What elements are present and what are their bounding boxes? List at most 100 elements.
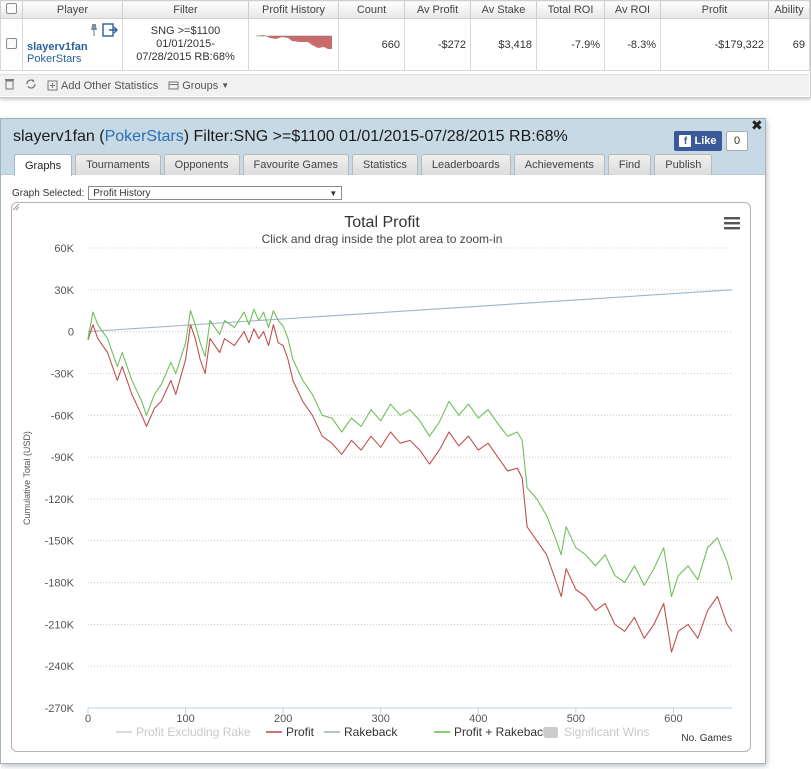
x-tick-label: 100 — [176, 713, 194, 725]
av-profit-value: -$272 — [404, 18, 471, 71]
groups-label: Groups — [182, 79, 219, 92]
y-tick-label: -210K — [45, 619, 75, 631]
select-all-checkbox-cell[interactable] — [0, 0, 23, 19]
y-tick-label: -30K — [51, 368, 75, 380]
dialog-tabs: Graphs Tournaments Opponents Favourite G… — [14, 154, 713, 176]
groups-dropdown[interactable]: Groups ▼ — [168, 80, 229, 92]
select-all-checkbox[interactable] — [6, 2, 17, 14]
col-av-roi[interactable]: Av ROI — [604, 0, 661, 19]
graph-select-row: Graph Selected: Profit History ▼ — [12, 186, 343, 200]
filter-line-2: 01/01/2015- — [156, 38, 215, 50]
pin-icon[interactable] — [89, 23, 99, 37]
x-axis-label: No. Games — [681, 733, 732, 744]
col-ability[interactable]: Ability — [768, 0, 810, 19]
series-line-profit — [87, 324, 733, 653]
tab-favourite-games[interactable]: Favourite Games — [242, 154, 349, 175]
menu-icon[interactable] — [724, 217, 740, 220]
facebook-like-button[interactable]: f Like — [674, 131, 722, 151]
graph-selected-value: Profit History — [93, 187, 151, 199]
col-av-profit[interactable]: Av Profit — [404, 0, 471, 19]
like-label: Like — [694, 135, 717, 147]
col-total-roi[interactable]: Total ROI — [536, 0, 605, 19]
table-row[interactable]: slayerv1fan PokerStars SNG >=$1100 01/01… — [0, 18, 810, 71]
filter-line-3: 07/28/2015 RB:68% — [136, 51, 235, 63]
tab-achievements[interactable]: Achievements — [513, 154, 605, 175]
dialog-title-site-link[interactable]: PokerStars — [104, 128, 184, 145]
groups-icon — [168, 81, 179, 90]
add-statistics-icon — [47, 80, 58, 91]
y-tick-label: 30K — [54, 285, 74, 297]
col-player[interactable]: Player — [22, 0, 123, 19]
y-tick-label: 60K — [54, 243, 74, 255]
chart-container[interactable]: Total Profit Click and drag inside the pl… — [11, 202, 751, 752]
legend-item[interactable]: Significant Wins — [564, 725, 649, 739]
legend-item[interactable]: Profit Excluding Rake — [136, 725, 251, 739]
x-tick-label: 500 — [567, 713, 585, 725]
filter-cell: SNG >=$1100 01/01/2015- 07/28/2015 RB:68… — [122, 18, 249, 71]
legend-item[interactable]: Rakeback — [344, 725, 398, 739]
tab-find[interactable]: Find — [607, 154, 652, 175]
x-tick-label: 300 — [372, 713, 390, 725]
player-cell: slayerv1fan PokerStars — [22, 18, 123, 71]
dropdown-arrow-icon: ▼ — [329, 188, 338, 198]
add-other-statistics-label: Add Other Statistics — [61, 79, 159, 92]
tab-statistics[interactable]: Statistics — [351, 154, 418, 175]
resize-grip-icon[interactable] — [12, 203, 20, 211]
tab-publish[interactable]: Publish — [654, 154, 713, 175]
table-header-row: Player Filter Profit History Count Av Pr… — [0, 0, 810, 19]
refresh-icon[interactable] — [25, 78, 37, 93]
row-checkbox[interactable] — [6, 37, 17, 49]
filter-line-1: SNG >=$1100 — [150, 25, 221, 37]
series-line-profit-rakeback — [87, 308, 733, 598]
profit-history-sparkline[interactable] — [255, 33, 332, 53]
player-site-link[interactable]: PokerStars — [27, 52, 82, 65]
ability-value: 69 — [768, 18, 810, 71]
tab-leaderboards[interactable]: Leaderboards — [420, 154, 511, 175]
legend-item[interactable]: Profit + Rakeback — [454, 725, 550, 739]
facebook-icon: f — [679, 135, 692, 147]
x-tick-label: 600 — [664, 713, 682, 725]
dialog-title: slayerv1fan (PokerStars) Filter:SNG >=$1… — [13, 128, 568, 145]
y-tick-label: -60K — [51, 410, 75, 422]
y-tick-label: -90K — [51, 452, 75, 464]
av-roi-value: -8.3% — [604, 18, 661, 71]
x-tick-label: 400 — [469, 713, 487, 725]
add-other-statistics-button[interactable]: Add Other Statistics — [47, 80, 158, 92]
chart-title: Total Profit — [344, 214, 420, 231]
player-actions — [89, 23, 118, 37]
player-name-link[interactable]: slayerv1fan — [27, 40, 88, 53]
export-icon[interactable] — [102, 23, 118, 37]
profit-history-sparkline-cell[interactable] — [248, 18, 339, 71]
col-profit[interactable]: Profit — [660, 0, 769, 19]
menu-icon-bar[interactable] — [724, 222, 740, 225]
y-tick-label: -180K — [45, 578, 75, 590]
delete-icon[interactable] — [4, 78, 15, 93]
chevron-down-icon: ▼ — [221, 81, 230, 90]
dialog-title-player: slayerv1fan — [13, 128, 95, 145]
legend-swatch-significant-wins — [544, 727, 558, 738]
chart-subtitle: Click and drag inside the plot area to z… — [262, 232, 503, 246]
dialog-header: slayerv1fan (PokerStars) Filter:SNG >=$1… — [1, 117, 765, 176]
tab-tournaments[interactable]: Tournaments — [75, 154, 161, 175]
like-count: 0 — [726, 131, 748, 151]
col-profit-history[interactable]: Profit History — [248, 0, 339, 19]
total-roi-value: -7.9% — [536, 18, 605, 71]
tab-graphs[interactable]: Graphs — [14, 154, 73, 176]
graph-selected-dropdown[interactable]: Profit History ▼ — [88, 186, 343, 200]
col-filter[interactable]: Filter — [122, 0, 249, 19]
x-tick-label: 0 — [85, 713, 91, 725]
legend-item[interactable]: Profit — [286, 725, 315, 739]
count-value: 660 — [338, 18, 405, 71]
series-line-rakeback — [87, 289, 733, 333]
y-tick-label: 0 — [68, 327, 74, 339]
close-icon[interactable]: ✖ — [751, 117, 763, 133]
y-tick-label: -270K — [45, 703, 75, 715]
col-count[interactable]: Count — [338, 0, 405, 19]
menu-icon-bar[interactable] — [724, 227, 740, 230]
tab-opponents[interactable]: Opponents — [163, 154, 240, 175]
dialog-title-filter: Filter:SNG >=$1100 01/01/2015-07/28/2015… — [193, 128, 568, 145]
row-checkbox-cell[interactable] — [0, 18, 23, 71]
results-table: Player Filter Profit History Count Av Pr… — [0, 0, 810, 71]
col-av-stake[interactable]: Av Stake — [470, 0, 537, 19]
